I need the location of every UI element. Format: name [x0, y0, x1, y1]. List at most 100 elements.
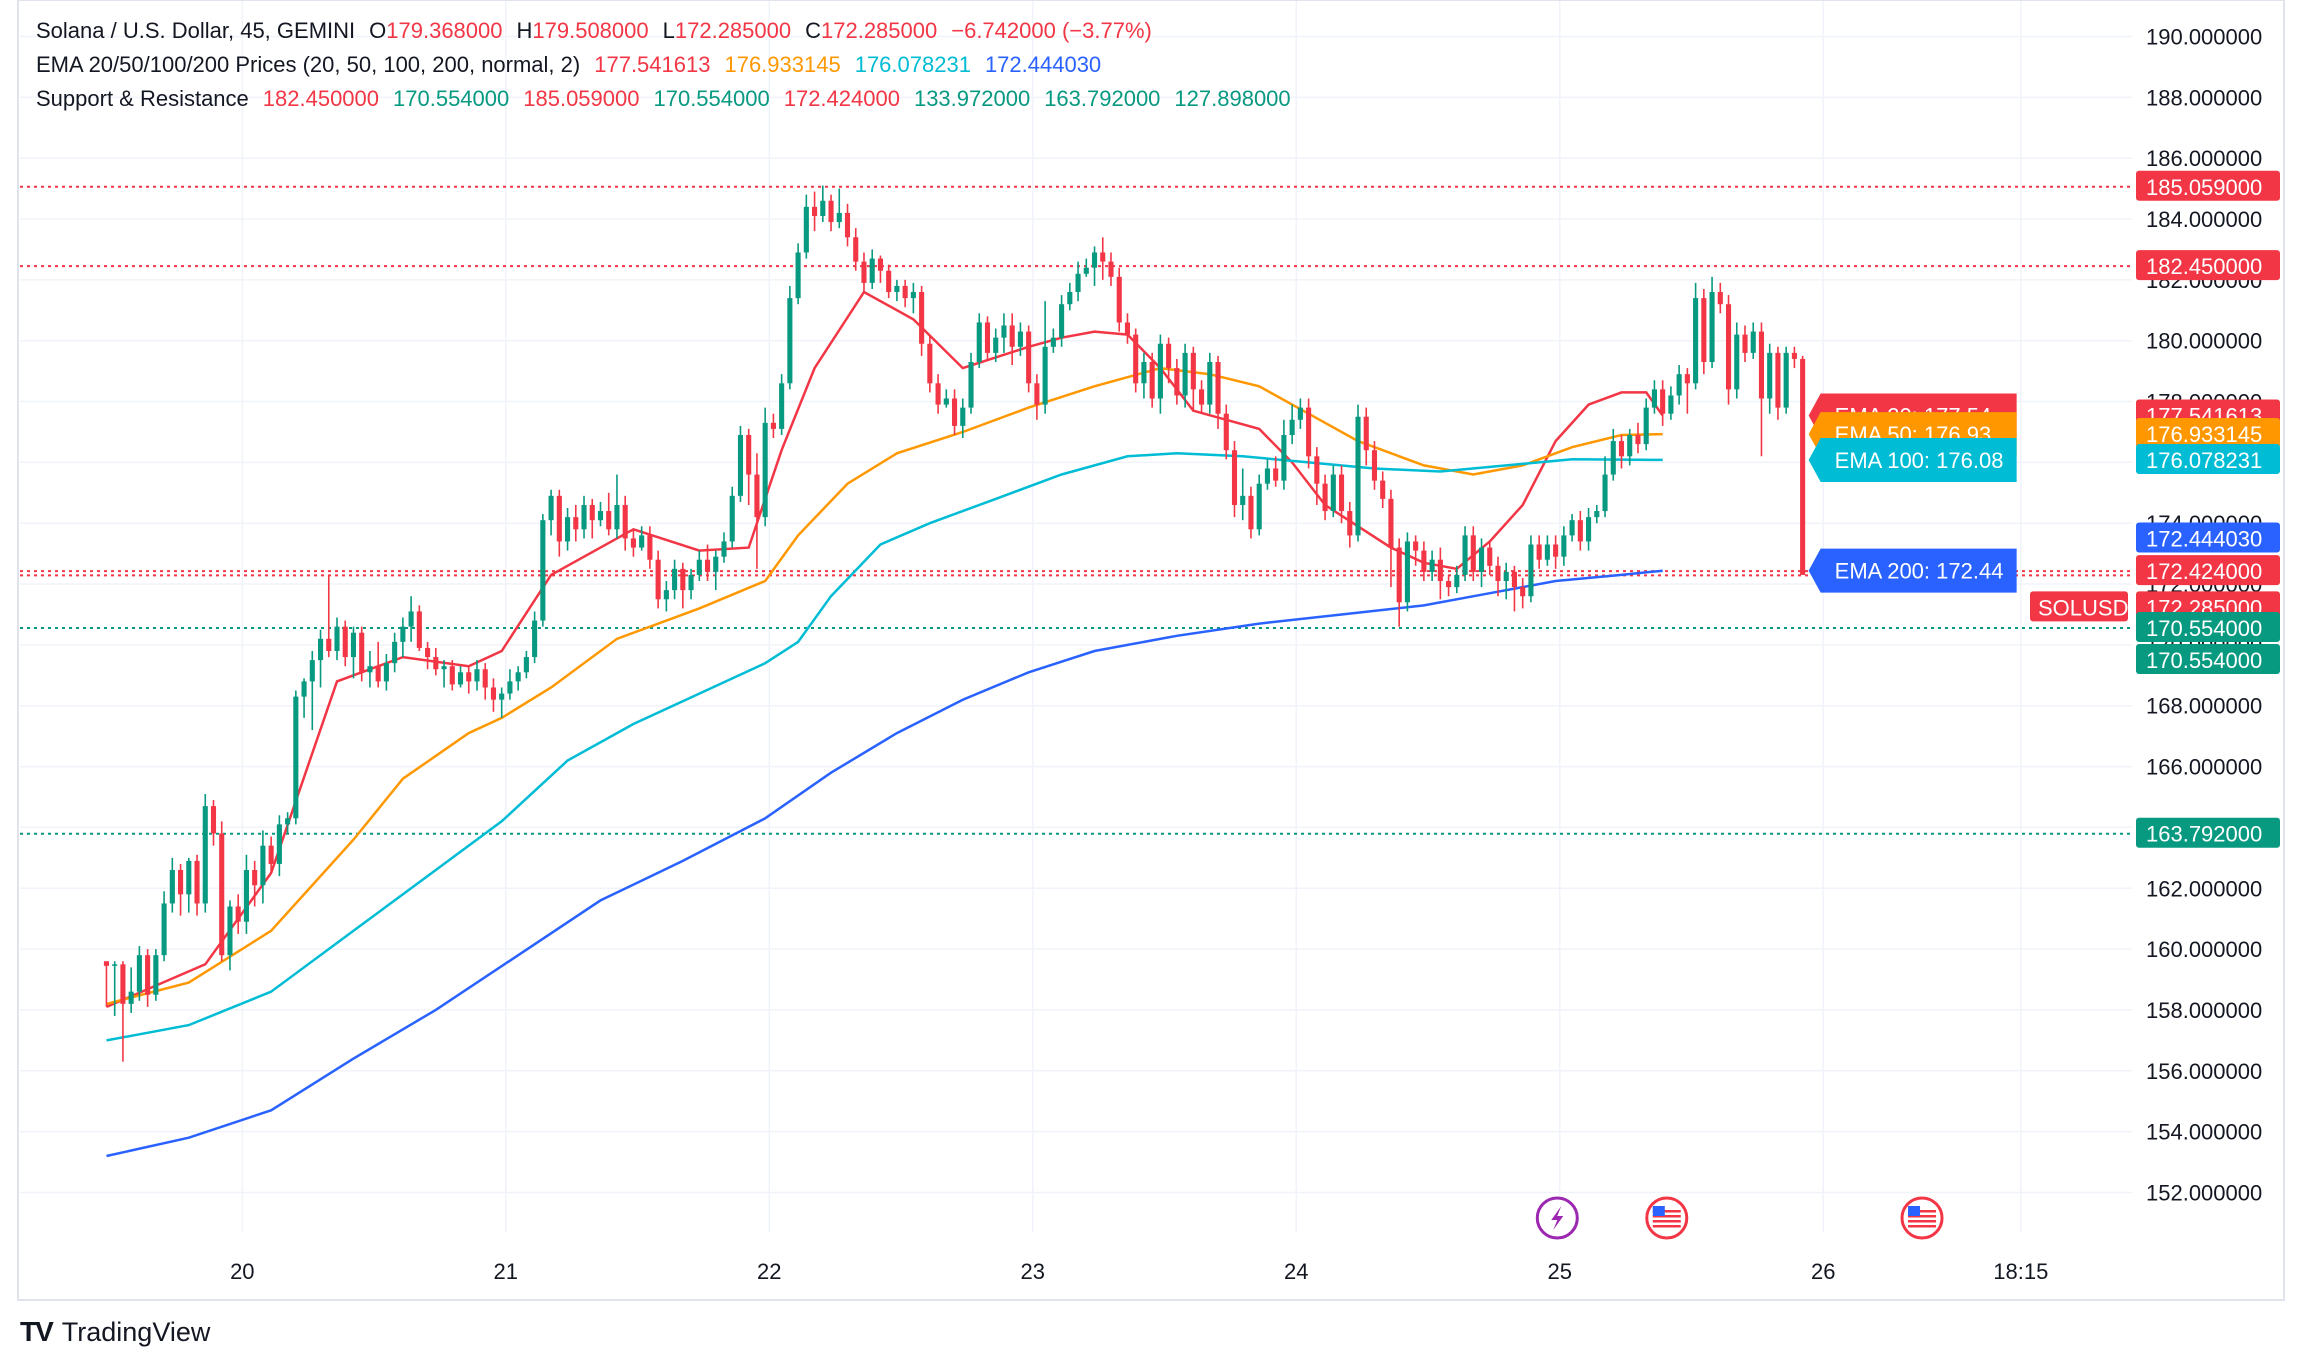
sr-value: 127.898000 — [1174, 86, 1291, 111]
candle-down — [1725, 304, 1732, 390]
candle-up — [1429, 559, 1435, 572]
us-flag-icon[interactable] — [1645, 1196, 1689, 1240]
ema-tag-label: EMA 100: 176.08 — [1835, 448, 2004, 473]
candle-down — [935, 383, 941, 405]
candle-up — [1627, 435, 1633, 457]
candle-up — [1709, 292, 1715, 362]
candle-up — [696, 559, 702, 575]
candle-down — [844, 212, 851, 238]
sr-value: 182.450000 — [262, 86, 380, 111]
candle-up — [457, 672, 464, 685]
support-resistance-lines — [20, 185, 2132, 835]
sr-indicator-label[interactable]: Support & Resistance — [36, 86, 249, 111]
candle-down — [1371, 450, 1378, 481]
candle-up — [1067, 292, 1073, 305]
candle-down — [1322, 483, 1328, 512]
price-tick-label: 188.000000 — [2146, 85, 2262, 110]
price-tag-label: 170.554000 — [2146, 648, 2262, 673]
candle-up — [367, 666, 373, 673]
ema-indicator-label[interactable]: EMA 20/50/100/200 Prices (20, 50, 100, 2… — [36, 52, 581, 77]
open-value: 179.368000 — [386, 18, 503, 43]
us-flag-icon[interactable] — [1900, 1196, 1944, 1240]
ema20-value: 177.541613 — [594, 52, 711, 77]
symbol-tag — [2030, 591, 2128, 622]
symbol-title[interactable]: Solana / U.S. Dollar, 45, GEMINI — [36, 18, 356, 43]
candle-down — [1347, 511, 1353, 536]
candle-up — [161, 903, 167, 956]
candle-up — [1264, 468, 1270, 484]
candle-up — [960, 407, 966, 426]
candle-down — [103, 961, 110, 966]
ohlc-row: Solana / U.S. Dollar, 45, GEMINI O179.36… — [36, 14, 1291, 48]
candle-up — [943, 398, 949, 405]
candle-down — [466, 672, 472, 682]
candle-down — [812, 206, 818, 216]
candle-down — [1034, 383, 1040, 405]
candle-down — [1380, 480, 1386, 499]
time-tick-label: 25 — [1548, 1259, 1572, 1284]
candle-down — [433, 657, 439, 670]
candle-up — [309, 660, 315, 682]
price-tick-label: 166.000000 — [2146, 755, 2262, 780]
high-label: H — [516, 18, 533, 43]
price-axis[interactable]: 152.000000 154.000000 156.000000 158.000000… — [2030, 25, 2280, 1206]
candle-up — [350, 632, 357, 658]
candle-down — [194, 860, 200, 904]
close-value: 172.285000 — [821, 18, 938, 43]
price-tag-label: 172.424000 — [2146, 559, 2262, 584]
candle-up — [1240, 495, 1246, 505]
candle-up — [400, 626, 406, 642]
candle-down — [145, 955, 151, 995]
candle-up — [1182, 352, 1188, 396]
price-tick-label: 160.000000 — [2146, 937, 2262, 962]
candle-down — [1421, 550, 1427, 572]
time-tick-label: 23 — [1021, 1259, 1045, 1284]
candle-up — [663, 590, 669, 600]
price-tick-label: 158.000000 — [2146, 998, 2262, 1023]
ema100-value: 176.078231 — [854, 52, 971, 77]
candle-up — [128, 991, 134, 1004]
candle-up — [1586, 517, 1592, 542]
candle-down — [655, 559, 661, 600]
price-tag-label: 172.444030 — [2146, 527, 2262, 552]
time-tick-label: 20 — [230, 1259, 254, 1284]
candle-up — [1783, 352, 1789, 408]
candle-up — [301, 681, 307, 697]
candle-up — [581, 504, 587, 530]
ema-tag — [1808, 437, 2017, 482]
candle-down — [704, 559, 711, 572]
candle-down — [342, 626, 348, 658]
candle-up — [507, 681, 513, 694]
candle-up — [1668, 395, 1674, 414]
sr-value: 133.972000 — [913, 86, 1031, 111]
time-tick-label: 24 — [1284, 1259, 1308, 1284]
candle-up — [532, 620, 538, 658]
tradingview-logo[interactable]: TV TradingView — [20, 1316, 210, 1348]
candle-up — [565, 517, 571, 542]
candle-up — [729, 495, 735, 542]
candle-down — [1495, 565, 1501, 582]
high-value: 179.508000 — [532, 18, 649, 43]
ema200-value: 172.444030 — [984, 52, 1102, 77]
tradingview-icon: TV — [20, 1316, 54, 1347]
price-tag-label: 182.450000 — [2146, 254, 2262, 279]
candle-down — [1231, 450, 1238, 505]
candle-down — [1190, 352, 1196, 390]
candle-down — [1553, 544, 1559, 557]
candle-down — [1314, 456, 1320, 484]
candle-up — [1281, 435, 1287, 481]
price-tick-label: 162.000000 — [2146, 876, 2262, 901]
candle-down — [1536, 544, 1542, 560]
candle-up — [1528, 544, 1534, 597]
candle-down — [1124, 322, 1131, 335]
time-axis[interactable]: 20 21 22 23 24 25 26 18:15 — [230, 1259, 2048, 1284]
candle-up — [260, 845, 266, 886]
candle-up — [1141, 361, 1147, 384]
candle-down — [1248, 495, 1254, 530]
price-tick-label: 152.000000 — [2146, 1180, 2262, 1205]
candle-down — [1775, 352, 1781, 408]
candle-up — [713, 556, 719, 572]
price-tick-label: 168.000000 — [2146, 694, 2262, 719]
